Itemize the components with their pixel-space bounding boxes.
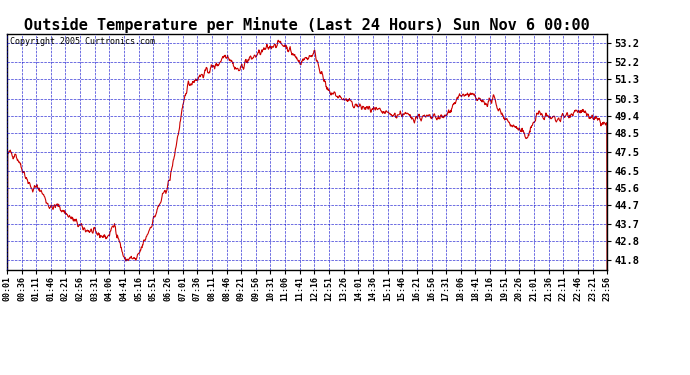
Text: Copyright 2005 Curtronics.com: Copyright 2005 Curtronics.com (10, 37, 155, 46)
Title: Outside Temperature per Minute (Last 24 Hours) Sun Nov 6 00:00: Outside Temperature per Minute (Last 24 … (24, 16, 590, 33)
